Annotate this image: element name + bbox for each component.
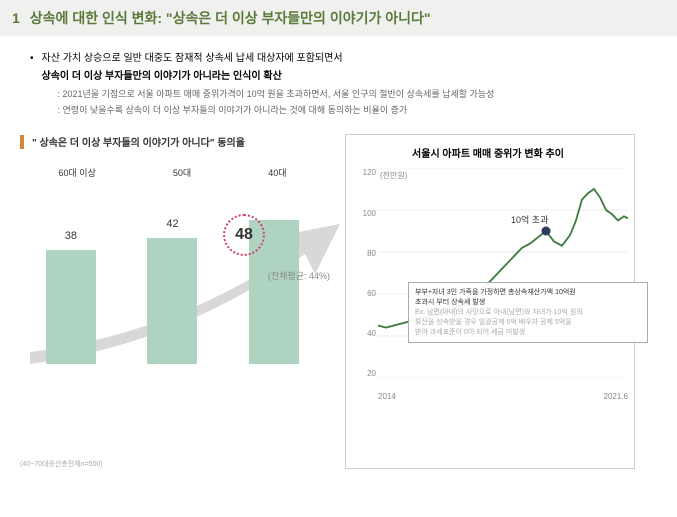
bar-col: 42 [137,238,207,364]
info-gray2: 유산을 상속받을 경우 일괄공제 5억 배우자 공제 5억을 [415,318,641,328]
line-area: (천만원) 12010080604020 10억 초과 부부+자녀 3인 가족을… [352,168,624,413]
bullet-line2: 상속이 더 이상 부자들만의 이야기가 아니라는 인식이 확산 [42,68,657,86]
y-tick: 120 [356,168,376,177]
bar-col: 38 [36,250,106,364]
bar-chart: " 상속은 더 이상 부자들의 이야기가 아니다" 동의율 60대 이상 50대… [20,134,325,469]
x-label-1: 2021.6 [604,392,628,401]
plot-area: 10억 초과 부부+자녀 3인 가족을 가정하면 총상속재산가액 10억원 초과… [378,168,628,378]
y-tick: 100 [356,209,376,218]
highlight-value: 48 [235,226,253,244]
header-bar: 1 상속에 대한 인식 변화: "상속은 더 이상 부자들만의 이야기가 아니다… [0,0,677,36]
bar-footnote: (40~70대응산층전체n=500) [20,459,325,469]
info-bold2: 초과시 부터 상속세 발생 [415,298,641,308]
bullet-section: • 자산 가치 상승으로 일반 대중도 잠재적 상속세 납세 대상자에 포함되면… [0,36,677,124]
avg-label: (전체평균: 44%) [268,269,330,282]
line-chart-title: 서울시 아파트 매매 중위가 변화 추이 [352,145,624,160]
bar-chart-title: " 상속은 더 이상 부자들의 이야기가 아니다" 동의율 [32,134,245,149]
bar [46,250,96,364]
x-label-0: 2014 [378,392,396,401]
header-number: 1 [12,10,20,26]
quote-accent-bar [20,135,24,149]
bullet-sub1: : 2021년을 기점으로 서울 아파트 매매 중위가격이 10억 원을 초과하… [58,86,657,102]
x-labels: 2014 2021.6 [378,392,628,401]
y-tick: 20 [356,369,376,378]
info-box: 부부+자녀 3인 가족을 가정하면 총상속재산가액 10억원 초과시 부터 상속… [408,282,648,343]
line-svg [378,168,628,378]
info-gray3: 받아 과세표준이 0이 되어 세금 미발생 [415,328,641,338]
bars-area: 60대 이상 50대 40대 48 (전체평균: 44%) 3842 [20,184,325,414]
info-bold1: 부부+자녀 3인 가족을 가정하면 총상속재산가액 10억원 [415,288,641,298]
y-tick: 80 [356,249,376,258]
y-tick: 60 [356,289,376,298]
y-tick: 40 [356,329,376,338]
bullet-line1: 자산 가치 상승으로 일반 대중도 잠재적 상속세 납세 대상자에 포함되면서 [42,50,657,68]
bar-value: 42 [166,218,178,230]
info-gray1: Ex. 남편(아내)의 사망으로 아내(남편)와 자녀가 10억 원의 [415,308,641,318]
bullet-sub2: : 연령이 낮을수록 상속이 더 이상 부자들의 이야기가 아니라는 것에 대해… [58,102,657,118]
y-axis: 120 100 80 60 40 20 [356,168,376,378]
marker-label: 10억 초과 [511,213,548,226]
bar [147,238,197,364]
header-title: 상속에 대한 인식 변화: "상속은 더 이상 부자들만의 이야기가 아니다" [30,8,431,28]
charts-row: " 상속은 더 이상 부자들의 이야기가 아니다" 동의율 60대 이상 50대… [0,134,677,469]
line-chart: 서울시 아파트 매매 중위가 변화 추이 (천만원) 1201008060402… [345,134,635,469]
bar-value: 38 [65,230,77,242]
bullet-dot: • [30,50,34,118]
bar-category-labels: 60대 이상 50대 40대 [20,166,325,179]
bar-cat-0: 60대 이상 [59,166,96,179]
bar-cat-1: 50대 [173,166,191,179]
bar-cat-2: 40대 [268,166,286,179]
